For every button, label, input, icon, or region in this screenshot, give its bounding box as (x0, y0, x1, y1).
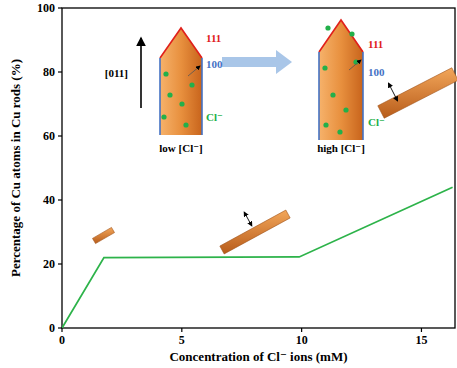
y-tick (58, 263, 62, 264)
cl-ion (161, 114, 166, 119)
cl-ion (322, 65, 327, 70)
cl-ion (323, 122, 328, 127)
plot-frame (62, 8, 455, 328)
annotation: 100 (206, 58, 223, 70)
y-tick-label: 20 (43, 257, 55, 271)
cl-ion (337, 129, 342, 134)
cl-ion (189, 82, 194, 87)
cl-ion (179, 101, 184, 106)
y-tick (58, 199, 62, 200)
data-line (62, 187, 453, 328)
pointer (188, 66, 200, 76)
annotation: high [Cl⁻] (317, 142, 365, 154)
y-tick-label: 40 (43, 193, 55, 207)
facet-111 (319, 20, 363, 52)
chart-root: 0 5 10 15 0 20 40 60 80 100 Concentration of Cl⁻ i… (0, 0, 457, 368)
process-arrow (222, 50, 292, 74)
cl-ion (343, 107, 348, 112)
x-tick-label: 0 (59, 333, 65, 347)
cl-ion (325, 25, 330, 30)
y-tick (58, 135, 62, 136)
rod-crystal (319, 20, 363, 140)
direction-arrow (140, 38, 142, 108)
cl-ion (167, 92, 172, 97)
y-tick-label: 60 (43, 129, 55, 143)
rod-illustration (220, 210, 290, 254)
y-tick (58, 7, 62, 8)
cl-ion (183, 122, 188, 127)
x-tick-label: 5 (179, 333, 185, 347)
facet-100 (201, 58, 203, 135)
rod-crystal (160, 28, 202, 135)
annotation: 111 (368, 38, 383, 50)
x-tick (301, 328, 302, 332)
y-tick-label: 80 (43, 65, 55, 79)
y-axis-label: Percentage of Cu atoms in Cu rods (%) (8, 59, 23, 277)
cl-ion (330, 92, 335, 97)
cl-ion (349, 31, 354, 36)
x-tick-label: 10 (296, 333, 308, 347)
facet-100 (159, 58, 161, 135)
rod-illustration (378, 68, 457, 118)
chart: 0 5 10 15 0 20 40 60 80 100 Concentration of Cl⁻ i… (0, 0, 457, 368)
annotation: [011] (105, 67, 128, 79)
annotation: Cl⁻ (206, 111, 223, 123)
annotation: Cl⁻ (368, 116, 385, 128)
pointer (349, 60, 361, 70)
cl-ion (163, 71, 168, 76)
x-tick (181, 328, 182, 332)
rod-illustration (92, 227, 114, 243)
y-tick-label: 0 (49, 321, 55, 335)
y-tick (58, 71, 62, 72)
facet-111 (160, 28, 202, 58)
annotation: 111 (206, 32, 221, 44)
y-tick-label: 100 (37, 1, 55, 15)
annotation: 100 (368, 66, 385, 78)
width-arrow (244, 212, 252, 226)
annotation: low [Cl⁻] (159, 142, 202, 154)
width-arrow (388, 83, 397, 101)
plot-area (62, 187, 453, 328)
facet-100 (318, 52, 320, 140)
x-axis-label: Concentration of Cl⁻ ions (mM) (169, 349, 347, 364)
y-tick (58, 327, 62, 328)
x-tick (421, 328, 422, 332)
x-tick-label: 15 (415, 333, 427, 347)
facet-100 (362, 52, 364, 140)
